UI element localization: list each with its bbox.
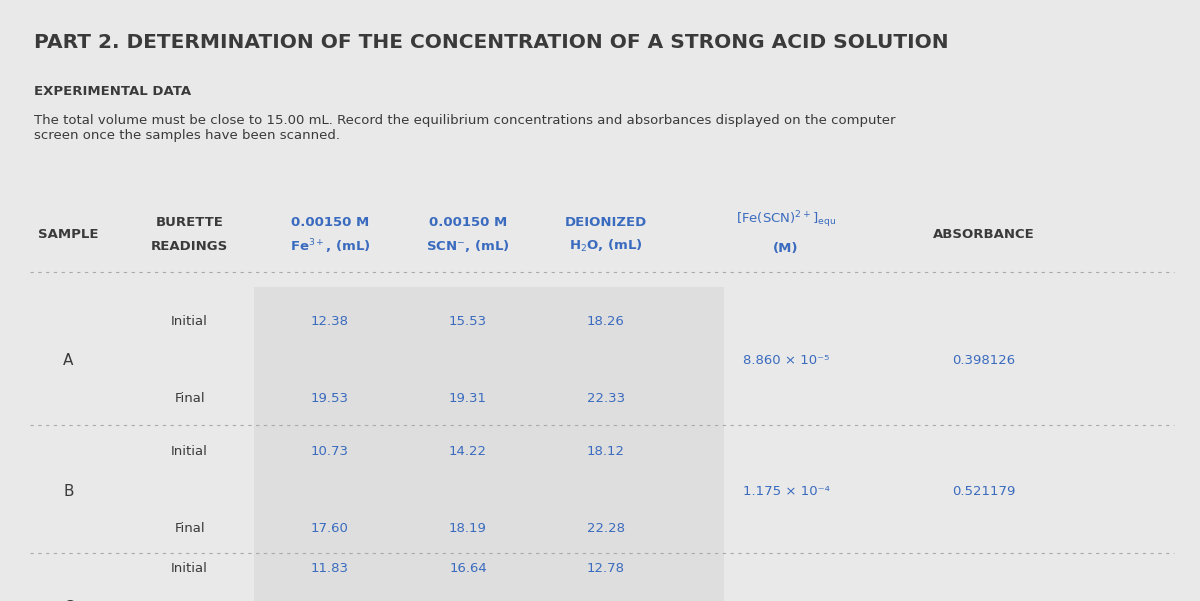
Text: ABSORBANCE: ABSORBANCE (934, 228, 1034, 241)
Text: SCN$^{-}$, (mL): SCN$^{-}$, (mL) (426, 239, 510, 254)
Text: 0.521179: 0.521179 (953, 484, 1015, 498)
Text: B: B (64, 484, 73, 498)
Text: Final: Final (174, 522, 205, 535)
Text: The total volume must be close to 15.00 mL. Record the equilibrium concentration: The total volume must be close to 15.00 … (34, 114, 895, 142)
Text: 14.22: 14.22 (449, 445, 487, 459)
Bar (254, 534, 724, 601)
Text: DEIONIZED: DEIONIZED (565, 216, 647, 229)
Text: Initial: Initial (172, 445, 208, 459)
Text: 15.53: 15.53 (449, 315, 487, 328)
Text: H$_2$O, (mL): H$_2$O, (mL) (569, 239, 643, 254)
Text: 10.73: 10.73 (311, 445, 349, 459)
Text: A: A (64, 353, 73, 368)
Text: 17.60: 17.60 (311, 522, 349, 535)
Text: BURETTE: BURETTE (156, 216, 223, 229)
Text: 22.28: 22.28 (587, 522, 625, 535)
Text: 12.38: 12.38 (311, 315, 349, 328)
Text: 0.00150 M: 0.00150 M (428, 216, 508, 229)
Text: 1.175 × 10⁻⁴: 1.175 × 10⁻⁴ (743, 484, 829, 498)
Text: 19.53: 19.53 (311, 392, 349, 405)
Text: 19.31: 19.31 (449, 392, 487, 405)
Text: EXPERIMENTAL DATA: EXPERIMENTAL DATA (34, 85, 191, 99)
Text: 16.64: 16.64 (449, 562, 487, 575)
Text: 8.860 × 10⁻⁵: 8.860 × 10⁻⁵ (743, 354, 829, 367)
Bar (254, 287, 724, 426)
Text: $[\mathrm{Fe(SCN)}^{2+}]_{\mathrm{equ}}$: $[\mathrm{Fe(SCN)}^{2+}]_{\mathrm{equ}}$ (736, 209, 836, 230)
Text: Initial: Initial (172, 562, 208, 575)
Bar (254, 417, 724, 556)
Text: PART 2. DETERMINATION OF THE CONCENTRATION OF A STRONG ACID SOLUTION: PART 2. DETERMINATION OF THE CONCENTRATI… (34, 33, 948, 52)
Text: Initial: Initial (172, 315, 208, 328)
Text: Final: Final (174, 392, 205, 405)
Text: 0.00150 M: 0.00150 M (290, 216, 370, 229)
Text: (M): (M) (773, 242, 799, 255)
Text: C: C (64, 600, 73, 601)
Text: Fe$^{3+}$, (mL): Fe$^{3+}$, (mL) (289, 237, 371, 255)
Text: 22.33: 22.33 (587, 392, 625, 405)
Text: SAMPLE: SAMPLE (38, 228, 98, 241)
Text: 12.78: 12.78 (587, 562, 625, 575)
Text: 0.398126: 0.398126 (953, 354, 1015, 367)
Text: 18.12: 18.12 (587, 445, 625, 459)
Text: 18.19: 18.19 (449, 522, 487, 535)
Text: READINGS: READINGS (151, 240, 228, 253)
Text: 11.83: 11.83 (311, 562, 349, 575)
Text: 18.26: 18.26 (587, 315, 625, 328)
